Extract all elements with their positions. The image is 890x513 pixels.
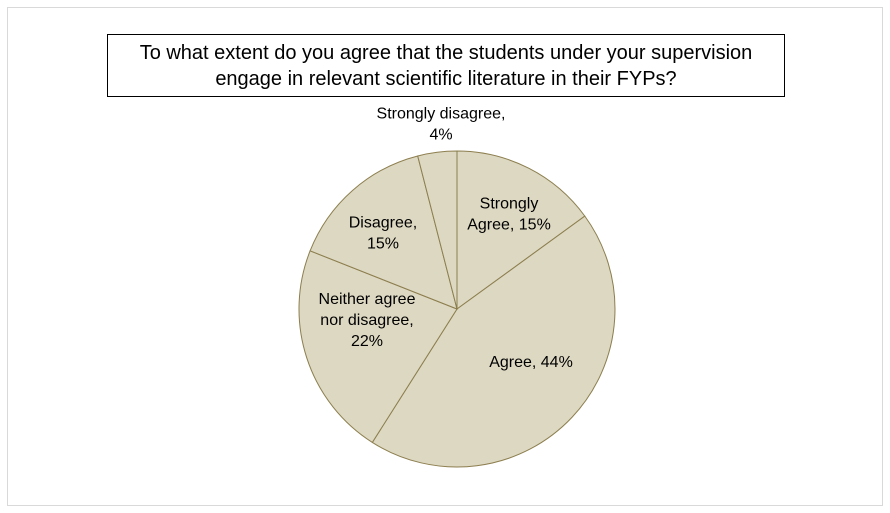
data-label-agree: Agree, 44%: [489, 354, 573, 371]
pie-slice-disagree: [309, 155, 458, 310]
chart-title-box: To what extent do you agree that the stu…: [107, 34, 785, 97]
data-label-strongly-agree: Strongly Agree, 15%: [467, 196, 551, 234]
pie-slice-strongly-agree: [456, 150, 586, 310]
data-label-strongly-disagree: Strongly disagree, 4%: [377, 106, 506, 144]
pie-slice-strongly-disagree: [417, 150, 458, 310]
data-label-disagree: Disagree, 15%: [349, 215, 417, 253]
pie-slice-agree: [371, 215, 616, 468]
chart-title: To what extent do you agree that the stu…: [139, 41, 753, 90]
pie-slice-neither-agree-nor-disagree: [298, 250, 458, 444]
data-label-neither-agree-nor-disagree: Neither agree nor disagree, 22%: [319, 291, 416, 350]
